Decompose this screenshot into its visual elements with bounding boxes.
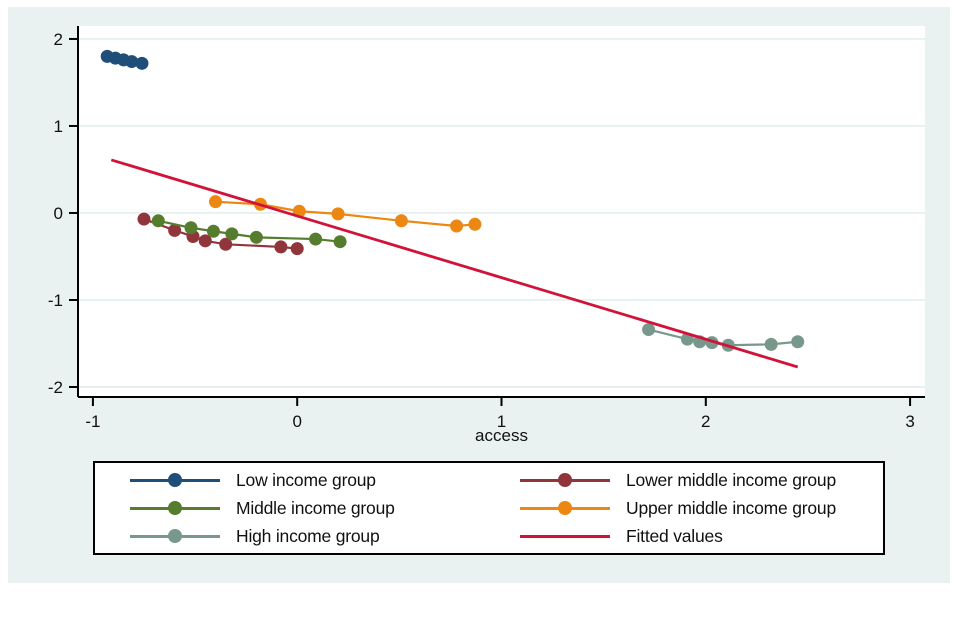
data-point (168, 223, 182, 237)
x-tick-label: -1 (85, 412, 100, 431)
x-tick-label: 3 (905, 412, 914, 431)
legend-item-lower-middle-income: Lower middle income group (520, 466, 883, 494)
legend-item-low-income: Low income group (95, 466, 520, 494)
graph-region: 2 1 0 -1 -2 -1 0 1 2 3 access Low income group Lo… (8, 7, 950, 583)
x-tick-label: 1 (497, 412, 506, 431)
legend-marker-upper-middle-income (520, 501, 610, 515)
x-tick-label: 2 (701, 412, 710, 431)
data-point (468, 217, 482, 231)
data-point (184, 221, 198, 235)
data-point (309, 232, 323, 246)
legend-label: Low income group (236, 469, 376, 490)
legend-marker-fitted-values (520, 529, 610, 543)
legend-item-fitted-values: Fitted values (520, 522, 883, 550)
data-point (274, 240, 288, 254)
x-tick-label: 0 (292, 412, 301, 431)
legend-label: Middle income group (236, 497, 395, 518)
data-point (125, 55, 139, 69)
legend-marker-low-income (130, 473, 220, 487)
chart-canvas: 2 1 0 -1 -2 -1 0 1 2 3 (48, 26, 925, 431)
data-point (206, 224, 220, 238)
data-point (791, 335, 805, 349)
data-point (249, 230, 263, 244)
data-point (333, 235, 347, 249)
data-point (198, 234, 212, 248)
y-tick-label: -1 (48, 291, 63, 310)
legend-item-high-income: High income group (95, 522, 520, 550)
data-point (764, 337, 778, 351)
data-point (642, 323, 656, 337)
series-line (110, 158, 799, 369)
legend-marker-middle-income (130, 501, 220, 515)
y-tick-label: 2 (54, 30, 63, 49)
legend-item-middle-income: Middle income group (95, 494, 520, 522)
plot-region (78, 26, 925, 397)
y-tick-label: 1 (54, 117, 63, 136)
legend-marker-high-income (130, 529, 220, 543)
legend-label: High income group (236, 525, 380, 546)
legend-marker-lower-middle-income (520, 473, 610, 487)
legend-label: Upper middle income group (626, 497, 836, 518)
data-point (450, 219, 464, 233)
data-point (219, 237, 233, 251)
y-tick-label: -2 (48, 378, 63, 397)
x-axis-label: access (475, 426, 528, 445)
legend-label: Fitted values (626, 525, 723, 546)
data-point (135, 56, 149, 70)
legend-label: Lower middle income group (626, 469, 836, 490)
data-point (331, 207, 345, 221)
data-point (151, 214, 165, 228)
data-point (208, 195, 222, 209)
legend: Low income group Lower middle income gro… (93, 461, 885, 555)
data-point (225, 227, 239, 241)
data-point (290, 242, 304, 256)
data-point (137, 212, 151, 226)
data-point (394, 214, 408, 228)
y-tick-label: 0 (54, 204, 63, 223)
legend-item-upper-middle-income: Upper middle income group (520, 494, 883, 522)
